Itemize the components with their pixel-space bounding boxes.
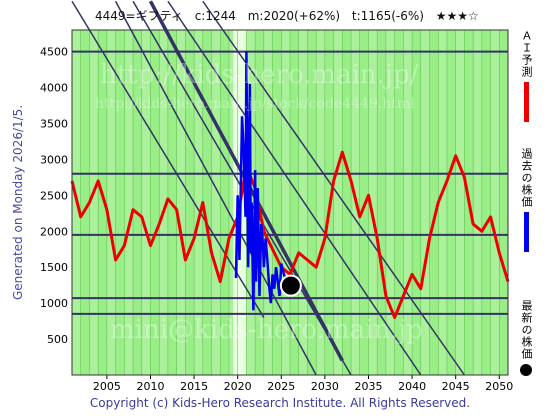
y-tick-label: 500 xyxy=(47,333,68,346)
generated-date: Generated on Monday 2026/1/5. xyxy=(11,104,25,300)
legend-forecast: ＡＩ予測 xyxy=(518,30,534,122)
legend-latest-label: 最新の株価 xyxy=(520,300,533,360)
year-band xyxy=(176,30,186,375)
trend-line xyxy=(167,0,422,376)
year-band xyxy=(420,30,430,375)
year-band xyxy=(89,30,99,375)
y-tick-label: 3000 xyxy=(40,153,68,166)
year-band xyxy=(141,30,151,375)
y-tick-label: 2000 xyxy=(40,225,68,238)
x-tick-label: 2040 xyxy=(398,380,426,393)
year-band xyxy=(316,30,325,375)
x-tick-label: 2030 xyxy=(311,380,339,393)
x-tick-label: 2020 xyxy=(224,380,252,393)
y-tick-label: 4000 xyxy=(40,82,68,95)
year-band xyxy=(281,30,290,375)
plot-frame xyxy=(71,29,509,376)
y-tick-label: 1500 xyxy=(40,261,68,274)
series-forecast xyxy=(70,150,510,319)
legend-past: 過去の株価 xyxy=(518,148,534,252)
year-band xyxy=(298,30,308,375)
year-band xyxy=(455,30,465,375)
year-band xyxy=(403,30,413,375)
year-band xyxy=(490,30,500,375)
x-tick-label: 2015 xyxy=(180,380,208,393)
watermark-url-detail: http://kids-hero.main.jp/stock/code4449.… xyxy=(95,96,415,112)
year-band xyxy=(159,30,168,375)
series-past xyxy=(234,51,292,311)
x-tick-label: 2035 xyxy=(354,380,382,393)
year-band xyxy=(438,30,447,375)
rating-stars: ★★★☆ xyxy=(435,9,479,23)
y-axis-ticks: 500 1000 1500 2000 2500 3000 3500 4000 4500 xyxy=(40,46,68,347)
x-tick-label: 2050 xyxy=(485,380,513,393)
stock-code: 4449=ギフティ xyxy=(95,9,183,23)
x-tick-label: 2010 xyxy=(136,380,164,393)
support-lines xyxy=(72,50,508,315)
watermark-email: mini@kids-hero.main.jp xyxy=(110,315,424,345)
legend-past-swatch xyxy=(523,212,529,252)
y-tick-label: 3500 xyxy=(40,117,68,130)
target-price: t:1165(-6%) xyxy=(351,9,424,23)
year-band xyxy=(368,30,378,375)
year-band xyxy=(211,30,221,375)
x-tick-label: 2025 xyxy=(267,380,295,393)
year-band xyxy=(473,30,482,375)
grid xyxy=(80,30,500,375)
year-band xyxy=(124,30,134,375)
max-price: m:2020(+62%) xyxy=(247,9,341,23)
y-tick-label: 2500 xyxy=(40,189,68,202)
watermark-url: http://kids-hero.main.jp/ xyxy=(100,60,419,90)
year-band xyxy=(263,30,273,375)
trend-line xyxy=(71,0,265,318)
chart-header: 4449=ギフティ c:1244 m:2020(+62%) t:1165(-6%… xyxy=(95,7,487,24)
year-band xyxy=(194,30,203,375)
legend-forecast-label: ＡＩ予測 xyxy=(520,30,533,78)
series-layer xyxy=(70,51,510,319)
x-axis-ticks: 2005 2010 2015 2020 2025 2030 2035 2040 2045 2050 xyxy=(93,375,513,393)
copyright: Copyright (c) Kids-Hero Research Institu… xyxy=(89,396,471,410)
y-tick-label: 1000 xyxy=(40,297,68,310)
trend-line xyxy=(114,0,317,376)
legend-forecast-swatch xyxy=(523,82,529,122)
legend-latest-dot xyxy=(520,364,532,376)
year-band xyxy=(333,30,343,375)
x-tick-label: 2045 xyxy=(442,380,470,393)
y-tick-label: 4500 xyxy=(40,46,68,59)
year-band xyxy=(385,30,395,375)
legend-past-label: 過去の株価 xyxy=(520,148,533,208)
latest-point xyxy=(279,274,302,297)
x-tick-label: 2005 xyxy=(93,380,121,393)
legend-latest: 最新の株価 xyxy=(518,300,534,376)
current-price: c:1244 xyxy=(194,9,236,23)
year-band xyxy=(106,30,116,375)
